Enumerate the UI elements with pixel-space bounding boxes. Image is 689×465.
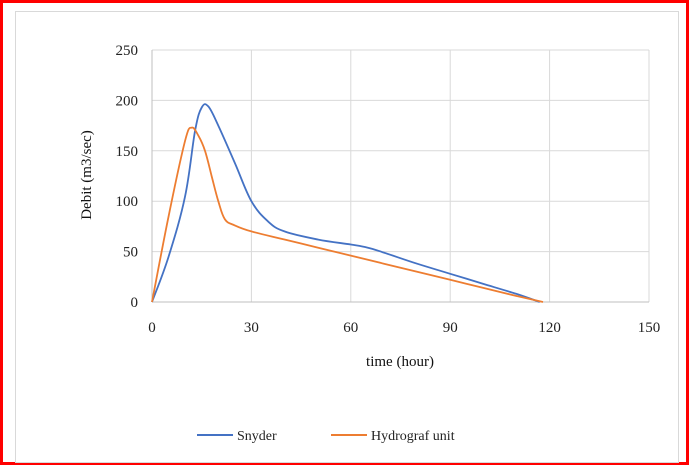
legend-label-hydrograf-unit: Hydrograf unit — [371, 429, 455, 444]
x-tick-label: 90 — [443, 320, 458, 336]
series-lines — [151, 103, 544, 303]
chart-area — [15, 11, 679, 463]
series-line-snyder — [151, 103, 541, 303]
axes — [151, 50, 649, 303]
y-axis-title: Debit (m3/sec) — [79, 130, 95, 220]
x-tick-label: 120 — [538, 320, 561, 336]
x-tick-label: 30 — [244, 320, 259, 336]
y-tick-label: 200 — [116, 93, 139, 109]
series-line-hydrograf-unit — [151, 126, 544, 303]
y-tick-label: 250 — [116, 43, 139, 59]
x-tick-labels: 0 30 60 90 120 150 — [148, 320, 660, 336]
y-tick-labels: 0 50 100 150 200 250 — [116, 43, 139, 311]
x-axis-title: time (hour) — [366, 354, 434, 370]
legend: Snyder Hydrograf unit — [197, 429, 455, 444]
y-tick-label: 100 — [116, 194, 139, 210]
y-tick-label: 0 — [131, 295, 139, 311]
x-tick-label: 150 — [638, 320, 661, 336]
x-tick-label: 60 — [343, 320, 358, 336]
gridlines — [152, 49, 650, 302]
y-tick-label: 50 — [123, 245, 138, 261]
legend-label-snyder: Snyder — [237, 429, 277, 444]
x-tick-label: 0 — [148, 320, 156, 336]
y-tick-label: 150 — [116, 144, 139, 160]
